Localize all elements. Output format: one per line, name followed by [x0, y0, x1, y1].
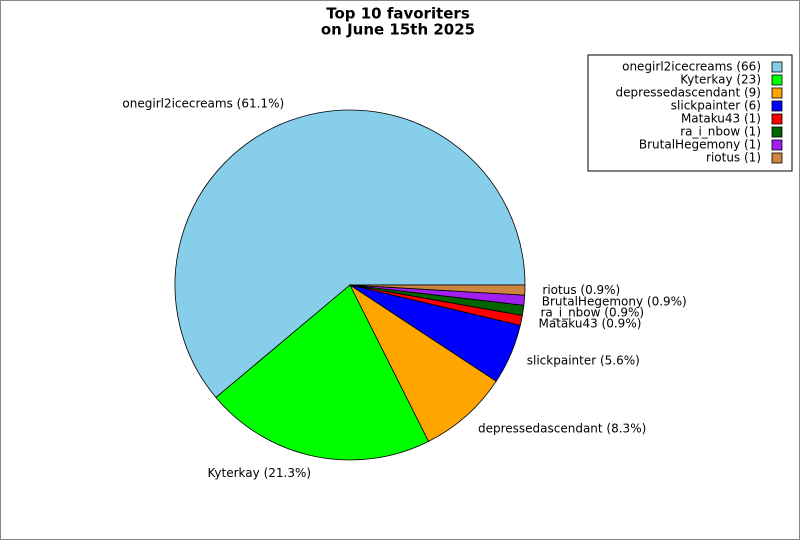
legend-label: Kyterkay (23): [680, 73, 761, 87]
pie-slice: [174, 109, 526, 399]
legend-swatch: [771, 152, 783, 164]
legend-swatch: [771, 74, 783, 86]
legend-label: slickpainter (6): [671, 99, 761, 113]
legend-label: ra_i_nbow (1): [680, 125, 761, 139]
pie-slice: [349, 284, 526, 296]
legend-box: [587, 54, 793, 172]
pie-slice: [215, 284, 430, 461]
legend-label: onegirl2icecreams (66): [622, 60, 761, 74]
slice-label: Mataku43 (0.9%): [539, 316, 642, 330]
legend-label: BrutalHegemony (1): [639, 138, 761, 152]
legend-swatch: [771, 100, 783, 112]
slice-label: onegirl2icecreams (61.1%): [122, 97, 284, 111]
legend-label: depressedascendant (9): [616, 86, 761, 100]
chart-title: Top 10 favoriters: [326, 5, 470, 23]
slice-label: riotus (0.9%): [542, 283, 620, 297]
slice-label: slickpainter (5.6%): [527, 354, 640, 368]
legend-swatch: [771, 87, 783, 99]
slice-label: ra_i_nbow (0.9%): [540, 305, 644, 319]
slice-label: depressedascendant (8.3%): [478, 421, 646, 435]
slice-label: Kyterkay (21.3%): [207, 466, 311, 480]
legend-swatch: [771, 113, 783, 125]
legend-swatch: [771, 126, 783, 138]
pie-slice: [348, 283, 497, 442]
chart-subtitle: on June 15th 2025: [321, 21, 475, 39]
legend-label: riotus (1): [706, 151, 761, 165]
legend-swatch: [771, 139, 783, 151]
slice-label: BrutalHegemony (0.9%): [542, 294, 687, 308]
legend-label: Mataku43 (1): [681, 112, 761, 126]
legend-swatch: [771, 61, 783, 73]
